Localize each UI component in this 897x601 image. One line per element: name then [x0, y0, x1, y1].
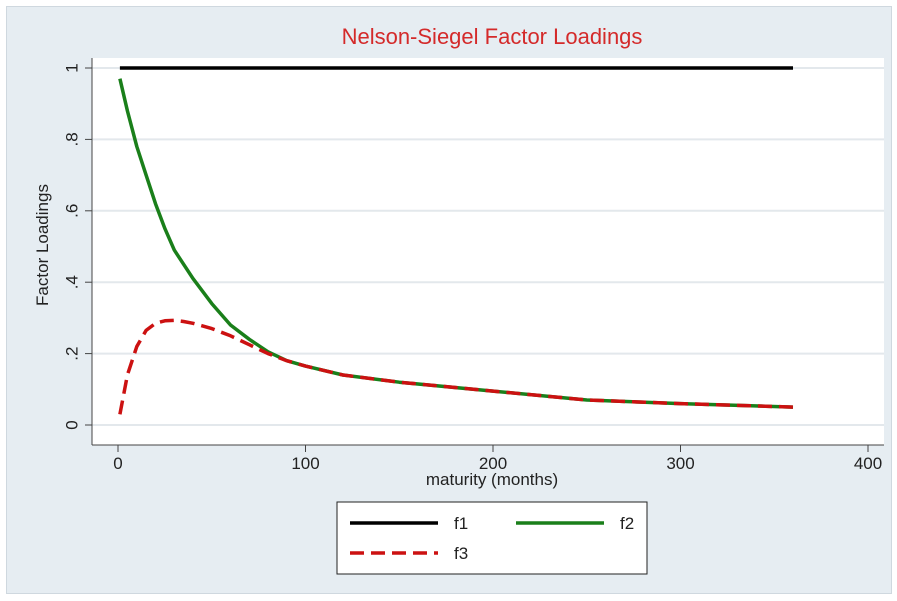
x-tick-label: 100 — [291, 454, 319, 473]
legend-label-f3: f3 — [454, 544, 468, 563]
x-tick-label: 400 — [854, 454, 882, 473]
y-tick-label: .6 — [63, 204, 82, 218]
x-tick-label: 200 — [479, 454, 507, 473]
y-tick-label: 0 — [63, 420, 82, 429]
y-axis-ticks: 0 .2 .4 .6 .8 1 — [63, 63, 92, 430]
x-axis-ticks: 0 100 200 300 400 — [113, 445, 882, 473]
x-axis-label: maturity (months) — [426, 470, 558, 489]
x-tick-label: 0 — [113, 454, 122, 473]
y-axis-label: Factor Loadings — [33, 184, 52, 306]
series-line-f3 — [118, 318, 794, 415]
y-tick-label: .8 — [63, 132, 82, 146]
plot-area — [92, 58, 884, 445]
chart-title: Nelson-Siegel Factor Loadings — [342, 24, 643, 49]
series-lines — [118, 66, 794, 415]
legend: f1 f2 f3 — [350, 514, 634, 563]
legend-label-f1: f1 — [454, 514, 468, 533]
legend-label-f2: f2 — [620, 514, 634, 533]
x-tick-label: 300 — [666, 454, 694, 473]
legend-box — [336, 501, 648, 575]
y-tick-label: 1 — [63, 63, 82, 72]
y-tick-label: .2 — [63, 347, 82, 361]
y-tick-label: .4 — [63, 275, 82, 289]
